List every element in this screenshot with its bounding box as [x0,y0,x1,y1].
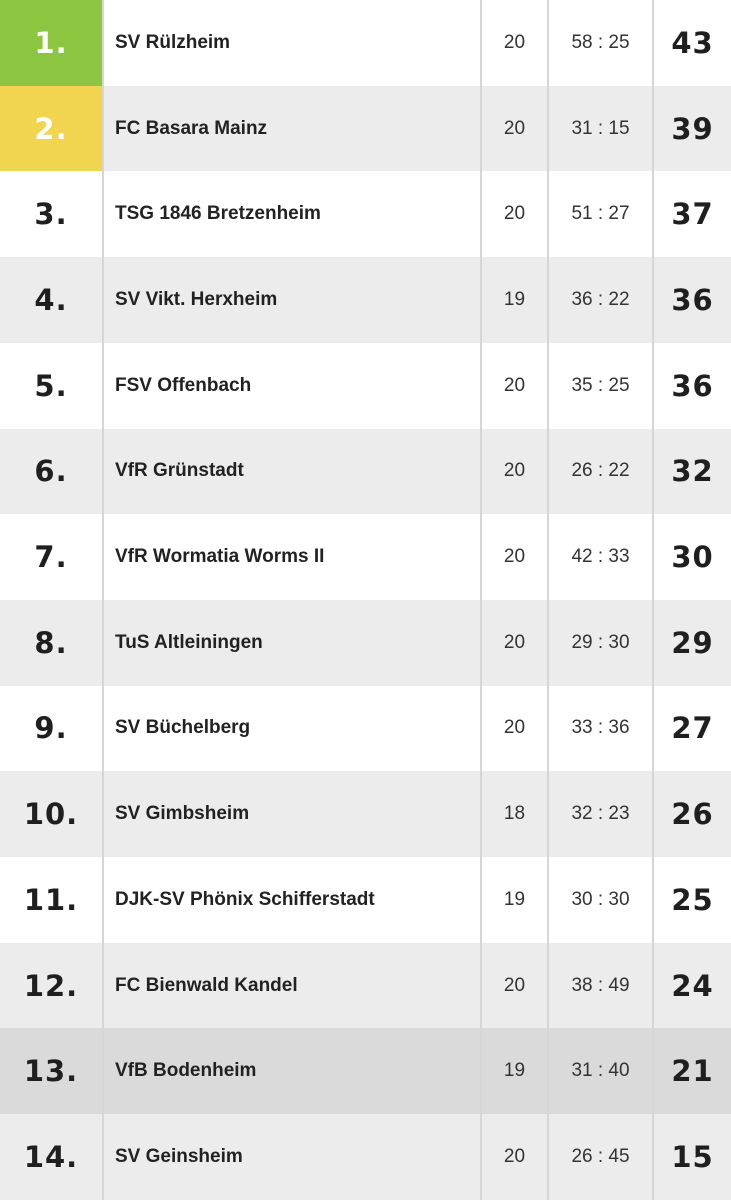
points: 36 [671,368,714,403]
games-played: 20 [482,171,549,258]
table-row[interactable]: 6. VfR Grünstadt 20 26 : 22 32 [0,428,731,515]
goal-ratio: 26 : 45 [549,1114,654,1200]
table-row[interactable]: 10. SV Gimbsheim 18 32 : 23 26 [0,771,731,858]
table-row[interactable]: 1. SV Rülzheim 20 58 : 25 43 [0,0,731,86]
rank-cell: 1. [0,0,104,86]
games-played: 19 [482,857,549,943]
table-row[interactable]: 14. SV Geinsheim 20 26 : 45 15 [0,1114,731,1200]
goal-ratio: 42 : 33 [549,514,654,600]
team-name[interactable]: SV Gimbsheim [104,771,482,858]
games-played: 20 [482,342,549,429]
rank-cell: 14. [0,1114,104,1200]
rank-cell: 3. [0,171,104,258]
table-row[interactable]: 11. DJK-SV Phönix Schifferstadt 19 30 : … [0,857,731,943]
points: 15 [671,1139,714,1174]
games-played: 20 [482,599,549,686]
games-played: 20 [482,942,549,1029]
goal-ratio: 31 : 40 [549,1028,654,1115]
team-name[interactable]: SV Rülzheim [104,0,482,86]
rank-cell: 13. [0,1028,104,1115]
table-row[interactable]: 2. FC Basara Mainz 20 31 : 15 39 [0,85,731,172]
games-played: 20 [482,428,549,515]
games-played: 20 [482,514,549,600]
games-played: 20 [482,0,549,86]
goal-ratio: 30 : 30 [549,857,654,943]
goal-ratio: 31 : 15 [549,85,654,172]
rank-cell: 11. [0,857,104,943]
table-row[interactable]: 9. SV Büchelberg 20 33 : 36 27 [0,685,731,772]
team-name[interactable]: SV Geinsheim [104,1114,482,1200]
team-name[interactable]: FC Bienwald Kandel [104,942,482,1029]
games-played: 20 [482,85,549,172]
goal-ratio: 38 : 49 [549,942,654,1029]
team-name[interactable]: VfB Bodenheim [104,1028,482,1115]
points: 27 [671,711,714,746]
rank-cell: 2. [0,85,104,172]
points: 30 [671,540,714,575]
rank-cell: 4. [0,257,104,343]
rank-cell: 6. [0,428,104,515]
rank-cell: 8. [0,599,104,686]
team-name[interactable]: FSV Offenbach [104,342,482,429]
rank-cell: 5. [0,342,104,429]
goal-ratio: 26 : 22 [549,428,654,515]
goal-ratio: 32 : 23 [549,771,654,858]
games-played: 19 [482,257,549,343]
team-name[interactable]: FC Basara Mainz [104,85,482,172]
points: 36 [671,282,714,317]
points: 25 [671,882,714,917]
table-row[interactable]: 8. TuS Altleiningen 20 29 : 30 29 [0,599,731,686]
goal-ratio: 51 : 27 [549,171,654,258]
team-name[interactable]: SV Büchelberg [104,685,482,772]
points: 32 [671,454,714,489]
team-name[interactable]: TSG 1846 Bretzenheim [104,171,482,258]
games-played: 19 [482,1028,549,1115]
team-name[interactable]: TuS Altleiningen [104,599,482,686]
rank-cell: 9. [0,685,104,772]
table-row[interactable]: 13. VfB Bodenheim 19 31 : 40 21 [0,1028,731,1115]
table-row[interactable]: 4. SV Vikt. Herxheim 19 36 : 22 36 [0,257,731,343]
points: 37 [671,197,714,232]
games-played: 18 [482,771,549,858]
team-name[interactable]: VfR Wormatia Worms II [104,514,482,600]
table-row[interactable]: 12. FC Bienwald Kandel 20 38 : 49 24 [0,942,731,1029]
points: 29 [671,625,714,660]
games-played: 20 [482,685,549,772]
goal-ratio: 33 : 36 [549,685,654,772]
games-played: 20 [482,1114,549,1200]
team-name[interactable]: DJK-SV Phönix Schifferstadt [104,857,482,943]
table-row[interactable]: 7. VfR Wormatia Worms II 20 42 : 33 30 [0,514,731,600]
rank-cell: 12. [0,942,104,1029]
points: 24 [671,968,714,1003]
rank-cell: 7. [0,514,104,600]
table-row[interactable]: 3. TSG 1846 Bretzenheim 20 51 : 27 37 [0,171,731,258]
goal-ratio: 35 : 25 [549,342,654,429]
points: 21 [671,1054,714,1089]
rank-cell: 10. [0,771,104,858]
goal-ratio: 36 : 22 [549,257,654,343]
goal-ratio: 58 : 25 [549,0,654,86]
points: 39 [671,111,714,146]
points: 43 [671,25,714,60]
points: 26 [671,797,714,832]
team-name[interactable]: SV Vikt. Herxheim [104,257,482,343]
team-name[interactable]: VfR Grünstadt [104,428,482,515]
goal-ratio: 29 : 30 [549,599,654,686]
table-row[interactable]: 5. FSV Offenbach 20 35 : 25 36 [0,342,731,429]
